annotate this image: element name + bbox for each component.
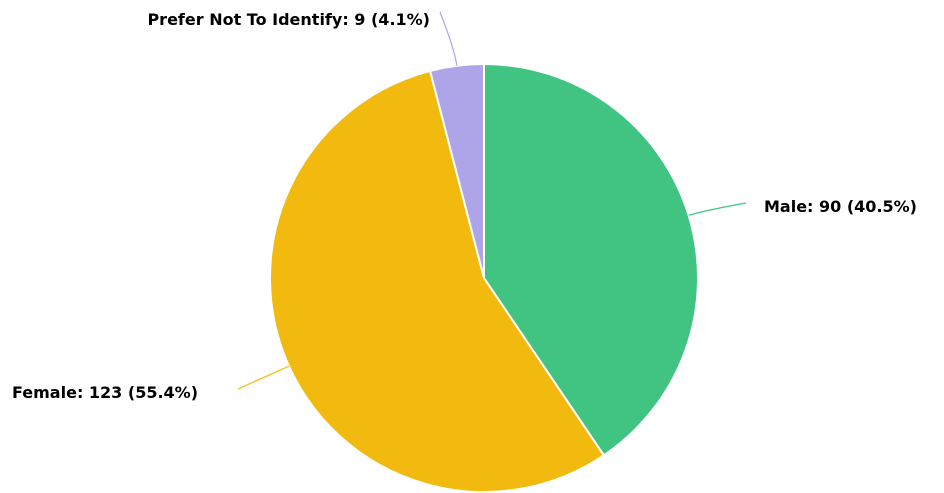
data-label-female: Female: 123 (55.4%) <box>12 383 198 402</box>
pie-slices <box>269 63 699 493</box>
connector-male <box>688 202 747 216</box>
pie-slice-male[interactable] <box>483 63 699 457</box>
data-label-male: Male: 90 (40.5%) <box>764 197 917 216</box>
pie-slice-female[interactable] <box>269 69 605 493</box>
data-label-prefer-not-to-identify: Prefer Not To Identify: 9 (4.1%) <box>147 10 430 29</box>
data-labels: Male: 90 (40.5%) Female: 123 (55.4%) Pre… <box>12 10 917 402</box>
connector-female <box>237 365 290 390</box>
connector-prefer-not-to-identify <box>439 11 458 66</box>
pie-slice-prefer-not-to-identify[interactable] <box>429 63 485 279</box>
label-connectors <box>237 11 747 390</box>
